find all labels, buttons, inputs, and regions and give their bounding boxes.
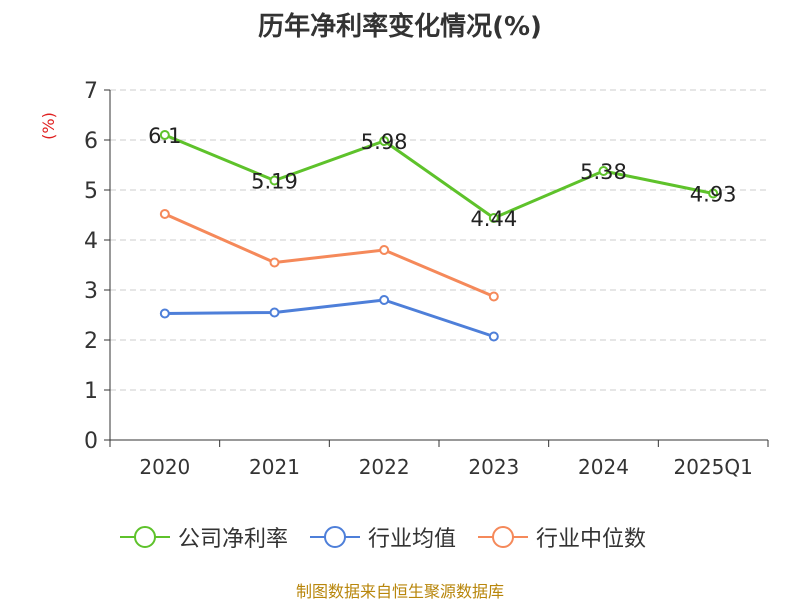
legend-label: 公司净利率 bbox=[178, 527, 289, 552]
data-label: 4.44 bbox=[470, 207, 517, 231]
x-tick-label: 2025Q1 bbox=[673, 455, 752, 479]
data-labels: 6.1 5.19 5.98 4.44 5.38 4.93 bbox=[148, 124, 736, 231]
axes: 0 1 2 3 4 5 6 7 2020 2021 2022 2023 2024 2025Q1 (%) bbox=[39, 79, 769, 479]
y-tick-label: 2 bbox=[84, 329, 98, 354]
legend-marker-icon bbox=[120, 524, 170, 550]
x-tick-label: 2021 bbox=[249, 455, 300, 479]
data-point bbox=[159, 130, 170, 140]
y-tick-label: 1 bbox=[84, 379, 98, 404]
legend-item-company[interactable]: 公司净利率 bbox=[120, 521, 288, 553]
y-tick-label: 5 bbox=[84, 179, 98, 204]
data-label: 5.98 bbox=[361, 130, 408, 154]
legend-item-industry-mean[interactable]: 行业均值 bbox=[310, 521, 456, 553]
data-point bbox=[269, 175, 280, 186]
y-axis-title: (%) bbox=[39, 112, 58, 140]
grid-lines bbox=[110, 89, 768, 391]
data-point bbox=[488, 291, 499, 302]
data-point bbox=[708, 188, 719, 199]
series-lines bbox=[159, 130, 719, 342]
x-tick-label: 2020 bbox=[139, 455, 190, 479]
x-tick-label: 2022 bbox=[359, 455, 410, 479]
legend-marker-icon bbox=[310, 524, 361, 550]
y-tick-label: 0 bbox=[84, 429, 98, 454]
legend-item-industry-median[interactable]: 行业中位数 bbox=[478, 521, 646, 553]
legend-label: 行业均值 bbox=[368, 527, 457, 552]
data-point bbox=[269, 307, 280, 318]
data-point bbox=[269, 257, 280, 268]
series-line bbox=[164, 298, 495, 338]
data-point bbox=[379, 295, 390, 305]
data-point bbox=[159, 308, 170, 319]
series-line bbox=[164, 212, 495, 298]
data-point bbox=[159, 209, 170, 219]
data-source-note: 制图数据来自恒生聚源数据库 bbox=[295, 582, 504, 601]
legend-label: 行业中位数 bbox=[536, 527, 647, 552]
series-line bbox=[164, 133, 714, 220]
y-tick-label: 6 bbox=[84, 129, 98, 154]
data-point bbox=[488, 331, 499, 342]
chart-title: 历年净利率变化情况(%) bbox=[258, 12, 542, 42]
y-tick-label: 7 bbox=[84, 79, 98, 104]
data-label: 6.1 bbox=[148, 124, 181, 148]
data-label: 5.19 bbox=[251, 170, 298, 194]
legend-marker-icon bbox=[478, 524, 529, 550]
y-tick-label: 3 bbox=[84, 279, 98, 304]
data-label: 5.38 bbox=[580, 160, 627, 184]
data-point bbox=[379, 136, 390, 146]
data-label: 4.93 bbox=[690, 183, 737, 207]
data-point bbox=[488, 213, 499, 223]
legend: 公司净利率 行业均值 行业中位数 bbox=[120, 520, 720, 554]
x-tick-label: 2024 bbox=[578, 455, 629, 479]
data-point bbox=[598, 166, 609, 176]
x-tick-label: 2023 bbox=[468, 455, 519, 479]
y-tick-label: 4 bbox=[84, 229, 98, 254]
data-point bbox=[379, 245, 390, 255]
